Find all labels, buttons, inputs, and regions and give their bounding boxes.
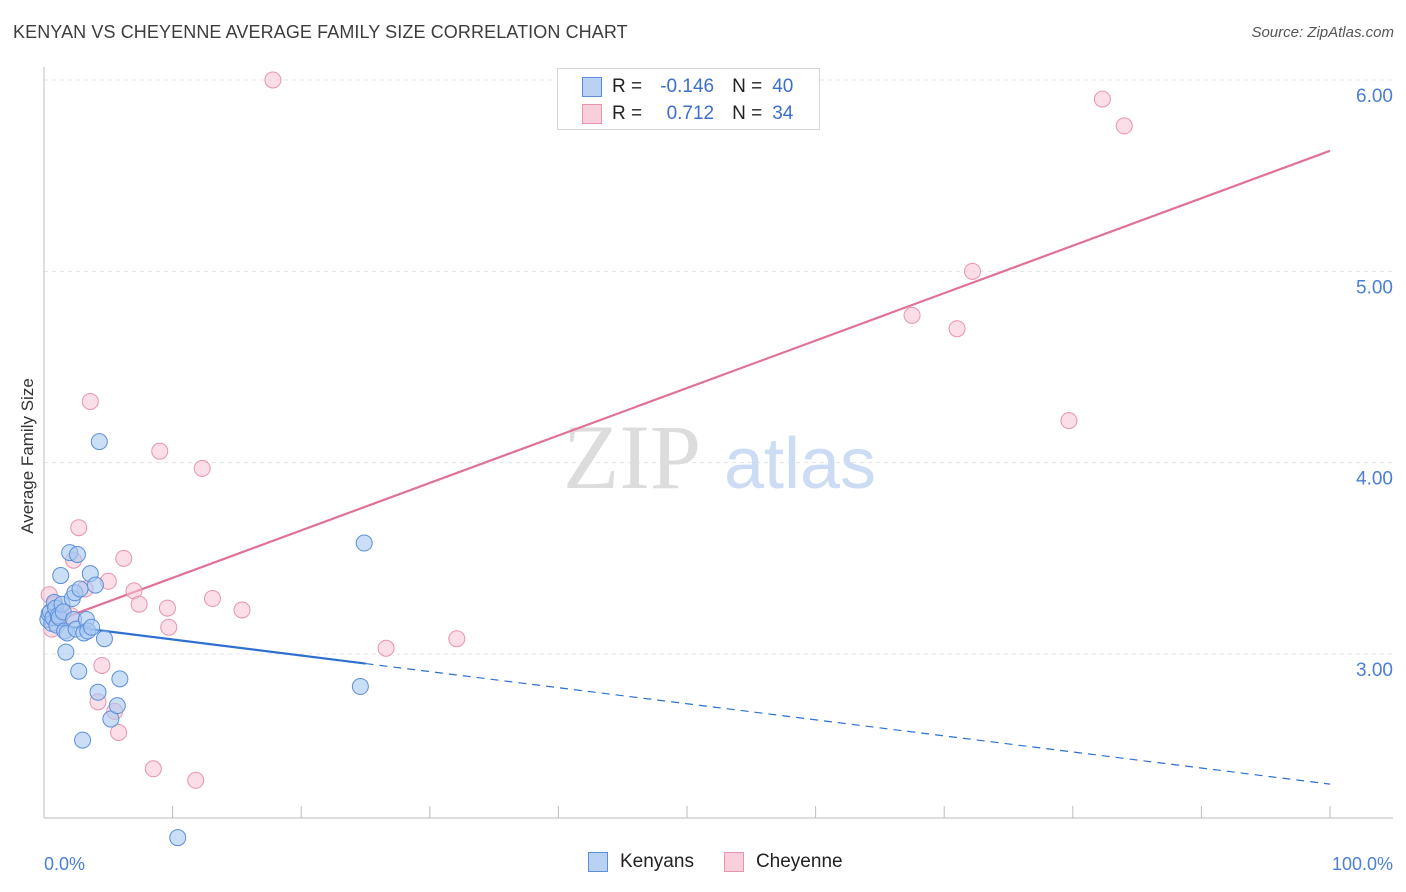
watermark: ZIP atlas: [563, 406, 876, 508]
kenyans-point: [95, 630, 113, 648]
chart-title: KENYAN VS CHEYENNE AVERAGE FAMILY SIZE C…: [13, 22, 628, 42]
tick-labels: 3.00 4.00 5.00 6.00 0.0% 100.0%: [44, 86, 1393, 874]
series-legend: Kenyans Cheyenne: [588, 851, 873, 873]
kenyans-point: [169, 829, 187, 847]
cheyenne-point: [233, 601, 251, 619]
y-axis-label: Average Family Size: [18, 378, 37, 534]
kenyans-point: [68, 546, 86, 564]
cheyenne-point: [130, 595, 148, 613]
kenyans-point: [89, 683, 107, 701]
cheyenne-point: [377, 639, 395, 657]
y-tick-label: 6.00: [1356, 86, 1393, 107]
data-points: [39, 71, 1133, 847]
cheyenne-point: [1060, 412, 1078, 430]
legend-row-cheyenne: R = 0.712 N = 34: [582, 102, 793, 126]
watermark-atlas: atlas: [724, 424, 876, 504]
y-tick-label: 5.00: [1356, 277, 1393, 298]
kenyans-point: [83, 618, 101, 636]
legend-n-value: 34: [772, 103, 794, 124]
cheyenne-swatch: [582, 104, 602, 124]
legend-n-label: N =: [732, 103, 763, 124]
cheyenne-point: [264, 71, 282, 89]
kenyans-point: [111, 670, 129, 688]
y-tick-label: 3.00: [1356, 660, 1393, 681]
legend-item-kenyans: Kenyans: [588, 851, 694, 873]
cheyenne-point: [193, 459, 211, 477]
cheyenne-point: [160, 618, 178, 636]
cheyenne-point: [1115, 117, 1133, 135]
cheyenne-point: [93, 656, 111, 674]
cheyenne-point: [903, 306, 921, 324]
legend-r-value: -0.146: [660, 76, 715, 97]
cheyenne-point: [115, 549, 133, 567]
kenyans-point: [90, 433, 108, 451]
kenyans-point: [86, 576, 104, 594]
kenyans-legend-swatch: [588, 852, 608, 872]
kenyans-point: [108, 697, 126, 715]
cheyenne-point: [448, 630, 466, 648]
kenyans-legend-label: Kenyans: [620, 851, 694, 872]
kenyans-point: [74, 731, 92, 749]
legend-n-value: 40: [772, 76, 794, 97]
cheyenne-point: [158, 599, 176, 617]
watermark-zip: ZIP: [563, 406, 701, 508]
source-label: Source: ZipAtlas.com: [1251, 24, 1394, 41]
cheyenne-point: [963, 262, 981, 280]
cheyenne-legend-label: Cheyenne: [755, 851, 843, 872]
kenyans-swatch: [582, 77, 602, 97]
cheyenne-point: [144, 760, 162, 778]
kenyans-point: [351, 678, 369, 696]
cheyenne-point: [110, 723, 128, 741]
kenyans-point: [57, 643, 75, 661]
y-tick-label: 4.00: [1356, 469, 1393, 490]
kenyans-point: [71, 580, 89, 598]
kenyans-trend-extension: [365, 662, 1331, 785]
cheyenne-point: [948, 320, 966, 338]
cheyenne-point: [81, 392, 99, 410]
x-tick-label: 0.0%: [44, 854, 85, 874]
legend-row-kenyans: R = -0.146 N = 40: [582, 75, 793, 99]
legend-r-label: R =: [612, 76, 643, 97]
x-tick-label: 100.0%: [1332, 854, 1393, 874]
correlation-legend: R = -0.146 N = 40 R = 0.712 N = 34: [557, 68, 820, 130]
legend-r-value: 0.712: [666, 103, 715, 124]
cheyenne-legend-swatch: [723, 852, 744, 872]
cheyenne-point: [1093, 90, 1111, 108]
kenyans-point: [355, 534, 373, 552]
legend-n-label: N =: [732, 76, 763, 97]
cheyenne-point: [151, 442, 169, 460]
grid-lines: [44, 79, 1393, 655]
legend-item-cheyenne: Cheyenne: [723, 851, 843, 873]
cheyenne-point: [187, 771, 205, 789]
legend-r-label: R =: [612, 103, 643, 124]
cheyenne-point: [203, 590, 221, 608]
kenyans-point: [70, 662, 88, 680]
kenyans-point: [52, 567, 70, 585]
cheyenne-point: [70, 519, 88, 537]
axes: [43, 67, 1393, 819]
cheyenne-trend-line: [43, 149, 1331, 627]
